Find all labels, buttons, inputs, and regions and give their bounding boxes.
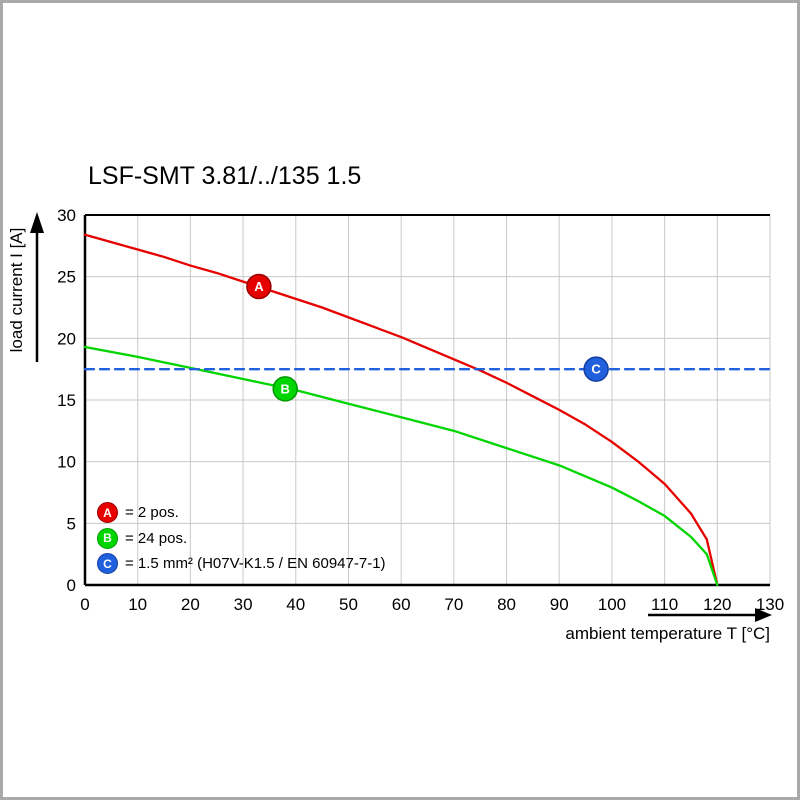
svg-text:10: 10 (57, 453, 76, 472)
svg-text:20: 20 (57, 329, 76, 348)
legend-marker-b-icon: B (97, 527, 118, 549)
svg-text:30: 30 (57, 206, 76, 225)
y-axis-label: load current I [A] (7, 228, 26, 353)
svg-text:25: 25 (57, 268, 76, 287)
axis-layer (30, 212, 772, 622)
legend: A = 2 pos. B = 24 pos. C = 1.5 mm² (H07V… (97, 502, 386, 579)
svg-text:80: 80 (497, 595, 516, 614)
legend-label-c: = 1.5 mm² (H07V-K1.5 / EN 60947-7-1) (125, 555, 386, 572)
svg-text:110: 110 (651, 595, 678, 614)
tick-labels-layer: 0 10 20 30 40 50 60 70 80 90 100 110 120 130 0 5 10 15 20 2… (57, 206, 784, 614)
svg-text:70: 70 (444, 595, 463, 614)
legend-item-a: A = 2 pos. (97, 502, 386, 523)
legend-item-b: B = 24 pos. (97, 527, 386, 549)
svg-text:C: C (591, 362, 601, 377)
svg-text:15: 15 (57, 391, 76, 410)
svg-text:30: 30 (234, 595, 253, 614)
grid-layer (85, 215, 771, 585)
svg-text:5: 5 (67, 514, 76, 533)
legend-label-a: = 2 pos. (125, 504, 179, 521)
svg-text:20: 20 (181, 595, 200, 614)
svg-text:0: 0 (67, 576, 76, 595)
svg-text:60: 60 (392, 595, 411, 614)
svg-text:90: 90 (550, 595, 569, 614)
svg-text:130: 130 (756, 595, 784, 614)
legend-item-c: C = 1.5 mm² (H07V-K1.5 / EN 60947-7-1) (97, 553, 386, 574)
legend-label-b: = 24 pos. (125, 529, 188, 547)
svg-text:40: 40 (286, 595, 305, 614)
svg-text:10: 10 (128, 595, 147, 614)
legend-marker-c-icon: C (97, 553, 118, 574)
svg-text:B: B (281, 381, 290, 396)
legend-marker-a-icon: A (97, 502, 118, 523)
markers-layer: A B C (246, 273, 609, 402)
curves-layer (83, 233, 772, 587)
svg-text:0: 0 (80, 595, 89, 614)
svg-text:120: 120 (703, 595, 731, 614)
svg-text:A: A (254, 279, 264, 294)
x-axis-label: ambient temperature T [°C] (565, 624, 770, 643)
chart-title: LSF-SMT 3.81/../135 1.5 (88, 162, 361, 190)
svg-text:50: 50 (339, 595, 358, 614)
svg-text:100: 100 (598, 595, 626, 614)
